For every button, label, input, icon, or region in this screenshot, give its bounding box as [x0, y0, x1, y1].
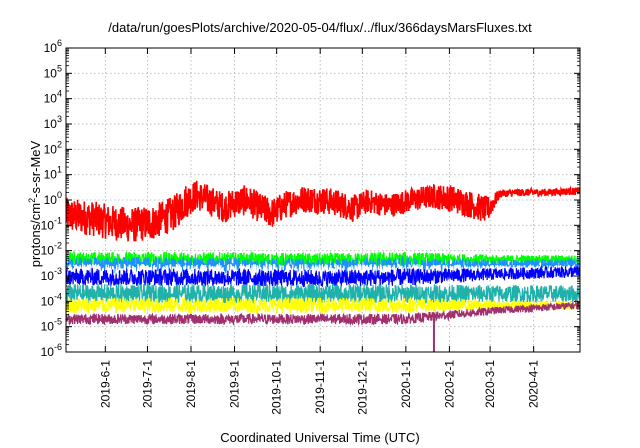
y-tick-label: 106: [44, 38, 62, 55]
y-tick-label: 10-3: [41, 266, 62, 283]
x-tick-label: 2020-1-1: [399, 360, 413, 408]
y-tick-label: 10-1: [41, 215, 62, 232]
x-tick-label: 2020-3-1: [483, 360, 497, 408]
y-tick-label: 100: [44, 190, 62, 207]
y-tick-label: 10-6: [41, 342, 62, 359]
series-line-1: [66, 180, 580, 242]
x-tick-label: 2019-9-1: [228, 360, 242, 408]
y-tick-label: 10-2: [41, 241, 62, 258]
y-tick-label: 104: [44, 89, 62, 106]
x-tick-label: 2019-8-1: [184, 360, 198, 408]
series-line-5: [66, 264, 580, 288]
y-tick-label: 102: [44, 139, 62, 156]
x-tick-label: 2019-12-1: [355, 360, 369, 415]
y-tick-label: 101: [44, 165, 62, 182]
y-tick-label: 10-5: [41, 317, 62, 334]
x-tick-label: 2020-2-1: [442, 360, 456, 408]
x-tick-label: 2019-6-1: [98, 360, 112, 408]
x-tick-label: 2020-4-1: [527, 360, 541, 408]
y-tick-label: 103: [44, 114, 62, 131]
series-line-7: [66, 296, 580, 315]
x-axis-label: Coordinated Universal Time (UTC): [220, 430, 420, 445]
y-tick-label: 105: [44, 63, 62, 80]
x-tick-label: 2019-11-1: [313, 360, 327, 414]
chart-title: /data/run/goesPlots/archive/2020-05-04/f…: [108, 20, 532, 35]
x-tick-label: 2019-10-1: [270, 360, 284, 415]
series-line-8: [66, 300, 580, 327]
y-tick-label: 10-4: [41, 291, 62, 308]
x-tick-label: 2019-7-1: [140, 360, 154, 408]
